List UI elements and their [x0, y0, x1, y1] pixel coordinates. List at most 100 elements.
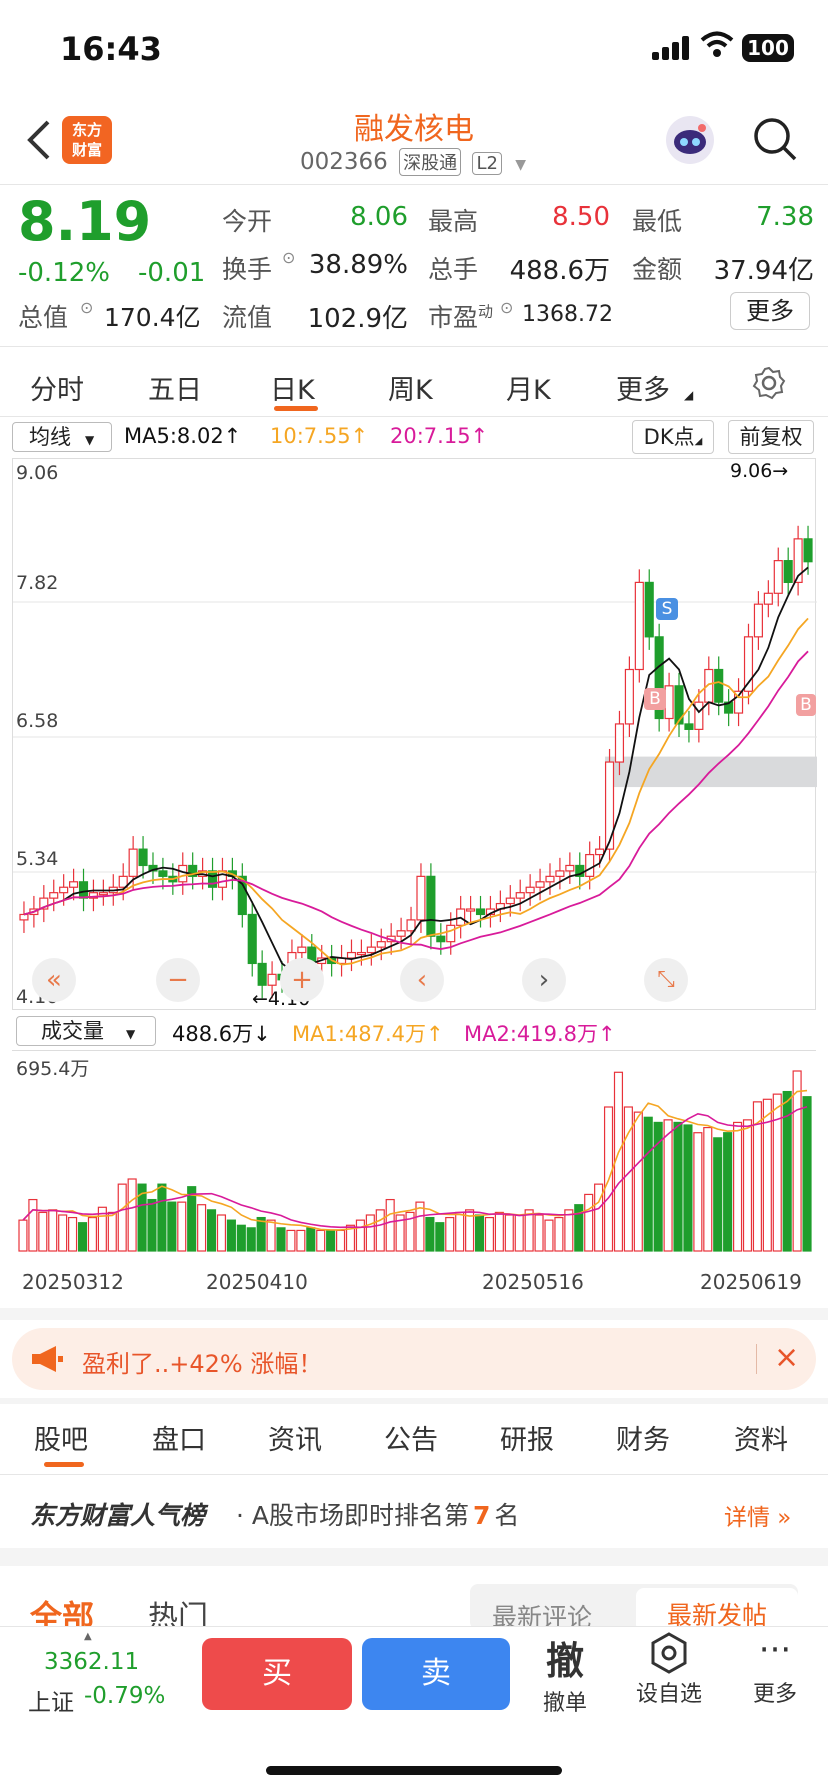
volume-bar [425, 1216, 435, 1252]
scroll-left-fast-button[interactable]: « [32, 958, 76, 1002]
tab-monthly-k[interactable]: 月K [506, 375, 551, 406]
total-value-label: 总值 [18, 303, 69, 332]
caret-icon: ◢ [684, 388, 694, 402]
candle-body [733, 690, 744, 714]
rank-detail-link[interactable]: 详情 » [724, 1505, 792, 1531]
candle-body [803, 538, 813, 563]
index-value[interactable]: 3362.11 [44, 1649, 140, 1675]
volume-value: 488.6万 [509, 256, 610, 286]
candle-body [178, 864, 188, 883]
volume-bar [584, 1193, 594, 1252]
active-tab-indicator [44, 1462, 84, 1467]
ma-line [23, 650, 809, 950]
tab-daily-k[interactable]: 日K [270, 375, 315, 406]
tab-forum[interactable]: 股吧 [34, 1425, 88, 1456]
buy-button[interactable]: 买 [202, 1638, 352, 1710]
wifi-icon [700, 30, 734, 66]
cancel-order-button[interactable]: 撤 撤单 [530, 1630, 600, 1717]
tab-research[interactable]: 研报 [500, 1425, 554, 1456]
candle-body [773, 560, 783, 594]
candle-body [525, 886, 535, 894]
megaphone-icon [30, 1344, 64, 1378]
promo-banner[interactable]: 盈利了..+42% 涨幅！ × [12, 1328, 816, 1390]
scroll-left-button[interactable]: ‹ [400, 958, 444, 1002]
stock-code-row[interactable]: 002366 深股通 L2 ▼ [300, 148, 526, 176]
candle-body [158, 870, 168, 877]
float-value: 102.9亿 [307, 304, 408, 334]
volume-bar [594, 1183, 604, 1252]
robot-assistant-icon[interactable] [666, 116, 714, 164]
tab-finance[interactable]: 财务 [616, 1425, 670, 1456]
volume-ma-line [22, 1089, 808, 1231]
adjust-button[interactable]: 前复权 [728, 420, 814, 454]
volume-bar [246, 1227, 256, 1252]
volume-bar [286, 1229, 296, 1252]
tab-more[interactable]: 更多 [616, 375, 670, 406]
signal-icon [652, 36, 690, 60]
candle-body [247, 913, 257, 965]
volume-bar [87, 1216, 97, 1252]
volume-chart[interactable] [12, 1050, 816, 1260]
ma-select[interactable]: 均线 ▼ [12, 422, 112, 452]
candle-body [188, 864, 198, 877]
volume-bar [365, 1214, 375, 1252]
fullscreen-button[interactable]: ⤡ [644, 958, 688, 1002]
tab-profile[interactable]: 资料 [734, 1425, 788, 1456]
candle-body [466, 908, 476, 912]
close-icon[interactable]: × [774, 1340, 800, 1375]
zoom-out-button[interactable]: − [156, 958, 200, 1002]
amount-label: 金额 [632, 255, 683, 284]
tab-weekly-k[interactable]: 周K [388, 375, 433, 406]
add-favorite-button[interactable]: 设自选 [628, 1630, 710, 1708]
scroll-right-button[interactable]: › [522, 958, 566, 1002]
volume-bar [484, 1216, 495, 1252]
search-icon[interactable] [752, 116, 798, 166]
candle-body [78, 881, 89, 899]
candle-body [664, 685, 674, 720]
candle-body [446, 924, 456, 943]
volume-max-label: 695.4万 [16, 1058, 90, 1080]
section-gap [0, 1548, 828, 1566]
volume-bar [643, 1116, 653, 1252]
battery-icon: 100 [742, 34, 794, 62]
price-chart[interactable] [12, 458, 817, 1010]
zoom-in-button[interactable]: + [280, 958, 324, 1002]
back-icon[interactable] [24, 118, 52, 166]
tab-market[interactable]: 盘口 [152, 1425, 206, 1456]
index-name[interactable]: 上证 [28, 1690, 74, 1716]
candle-body [604, 761, 615, 850]
popularity-rank-row[interactable]: 东方财富人气榜 · A股市场即时排名第 7 名 详情 » [0, 1476, 828, 1546]
section-gap [0, 1398, 828, 1404]
volume-bar [306, 1227, 316, 1252]
volume-bar [772, 1093, 782, 1252]
volume-bar [623, 1106, 633, 1252]
tab-announcement[interactable]: 公告 [384, 1425, 438, 1456]
volume-value: 488.6万↓ [172, 1022, 271, 1046]
date-label: 20250410 [206, 1270, 308, 1294]
volume-bar [693, 1132, 703, 1252]
sort-latest-post[interactable]: 最新发帖 [636, 1588, 798, 1632]
divider [756, 1344, 757, 1374]
candle-body [793, 538, 803, 584]
volume-bar [395, 1214, 405, 1252]
sz-connect-tag: 深股通 [399, 148, 462, 176]
volume-bar [216, 1214, 227, 1252]
index-pct[interactable]: -0.79% [84, 1683, 166, 1709]
current-price: 8.19 [18, 190, 152, 253]
more-button[interactable]: ··· 更多 [740, 1630, 810, 1708]
volume-select[interactable]: 成交量 ▼ [16, 1016, 156, 1046]
volume-bar [197, 1204, 207, 1252]
candle-body [783, 560, 793, 584]
candle-body [753, 603, 763, 638]
dk-button[interactable]: DK点◢ [632, 420, 714, 454]
tab-five-day[interactable]: 五日 [148, 375, 202, 406]
sell-button[interactable]: 卖 [362, 1638, 510, 1710]
tab-intraday[interactable]: 分时 [30, 375, 84, 406]
settings-icon[interactable] [752, 366, 786, 404]
candle-body [595, 848, 605, 856]
volume-svg [18, 1070, 812, 1252]
volume-bar [633, 1111, 643, 1252]
more-quote-button[interactable]: 更多 [730, 292, 810, 330]
volume-bar [524, 1209, 534, 1252]
tab-news[interactable]: 资讯 [268, 1425, 322, 1456]
